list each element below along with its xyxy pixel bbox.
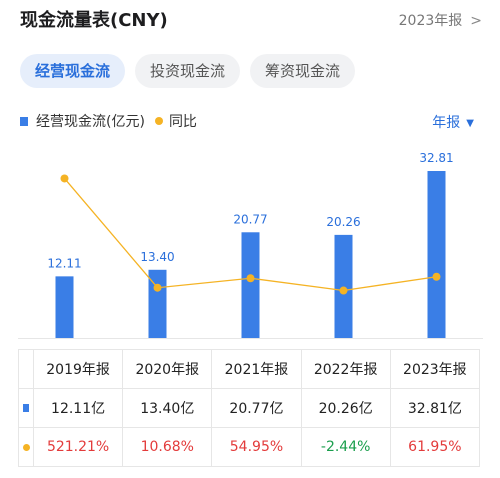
bar-value-label: 20.26 <box>326 215 360 229</box>
table-cell: 61.95% <box>389 427 481 467</box>
page-title: 现金流量表(CNY) <box>20 10 168 31</box>
bar-value-label: 20.77 <box>233 212 267 226</box>
line-legend-label: 同比 <box>168 114 197 130</box>
yoy-point-2021年报 <box>246 274 255 283</box>
yoy-point-2019年报 <box>60 174 69 183</box>
header: 现金流量表(CNY) 2023年报 > <box>0 0 500 40</box>
chevron-right-icon: > <box>470 13 482 29</box>
table-row-yoy: 521.21% 10.68% 54.95% -2.44% 61.95% <box>18 427 481 467</box>
bar-value-label: 32.81 <box>419 151 453 165</box>
yoy-point-2022年报 <box>339 286 348 295</box>
table-cell: 10.68% <box>122 427 213 467</box>
bar-legend-label: 经营现金流(亿元) <box>36 114 145 130</box>
table-cell: 521.21% <box>32 427 124 467</box>
tab-investing-cashflow[interactable]: 投资现金流 <box>135 54 241 88</box>
cashflow-chart: 12.11 13.40 20.77 20.26 32.81 <box>18 151 483 339</box>
table-cell: 20.77亿 <box>211 388 302 428</box>
table-header-cell: 2022年报 <box>300 349 391 389</box>
tab-financing-cashflow[interactable]: 筹资现金流 <box>250 54 356 88</box>
table-corner-cell <box>18 349 34 389</box>
table-header-cell: 2023年报 <box>389 349 481 389</box>
line-series-icon <box>18 427 34 467</box>
table-header-cell: 2020年报 <box>122 349 213 389</box>
tab-operating-cashflow[interactable]: 经营现金流 <box>20 54 126 88</box>
table-cell: -2.44% <box>300 427 391 467</box>
cashflow-table: 2019年报 2020年报 2021年报 2022年报 2023年报 12.11… <box>18 349 481 467</box>
report-period-link[interactable]: 2023年报 > <box>399 10 482 30</box>
table-header-row: 2019年报 2020年报 2021年报 2022年报 2023年报 <box>18 349 481 389</box>
caret-down-icon: ▼ <box>466 117 474 129</box>
bar-value-label: 12.11 <box>47 256 81 270</box>
bar-legend-swatch <box>20 116 28 126</box>
yoy-point-2023年报 <box>432 272 441 281</box>
period-dropdown-label: 年报 <box>432 115 461 131</box>
cashflow-tabs: 经营现金流 投资现金流 筹资现金流 <box>20 54 356 90</box>
chart-legend: 经营现金流(亿元) 同比 <box>20 111 197 131</box>
bar-2023年报 <box>427 171 446 338</box>
table-cell: 32.81亿 <box>389 388 481 428</box>
bar-2019年报 <box>55 276 74 338</box>
table-header-cell: 2019年报 <box>32 349 124 389</box>
line-legend-swatch <box>154 117 163 125</box>
bar-series-icon <box>18 388 34 428</box>
table-cell: 20.26亿 <box>300 388 391 428</box>
table-cell: 12.11亿 <box>32 388 124 428</box>
report-period-label: 2023年报 <box>398 13 463 29</box>
yoy-point-2020年报 <box>153 283 162 292</box>
table-cell: 54.95% <box>211 427 302 467</box>
table-header-cell: 2021年报 <box>211 349 302 389</box>
table-row-cashflow-value: 12.11亿 13.40亿 20.77亿 20.26亿 32.81亿 <box>18 388 481 428</box>
bar-2022年报 <box>334 234 353 338</box>
bar-2021年报 <box>241 232 260 338</box>
bar-value-label: 13.40 <box>140 250 174 264</box>
period-dropdown[interactable]: 年报 ▼ <box>432 112 474 132</box>
table-cell: 13.40亿 <box>122 388 213 428</box>
